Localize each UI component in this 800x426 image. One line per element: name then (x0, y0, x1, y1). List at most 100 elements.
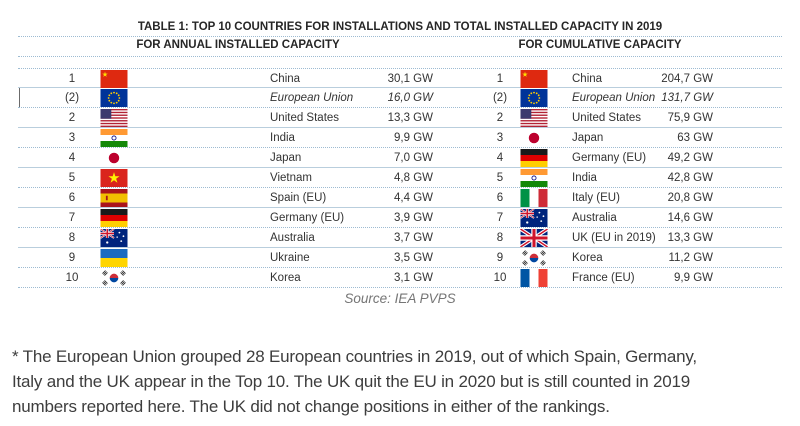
value-cell: 30,1 GW (387, 73, 433, 85)
rank-cell: (2) (492, 92, 508, 104)
value-cell: 4,8 GW (394, 172, 433, 184)
value-cell: 9,9 GW (674, 272, 713, 284)
country-cell: Korea (270, 272, 301, 284)
country-cell: UK (EU in 2019) (572, 232, 656, 244)
table-row: 10 Korea 3,1 GW 10 France (EU) 9,9 GW (18, 268, 782, 288)
footnote-line: numbers reported here. The UK did not ch… (12, 397, 610, 416)
korea-flag-icon (100, 269, 128, 287)
source-caption: Source: IEA PVPS (344, 291, 456, 306)
rank-cell: 9 (68, 252, 76, 264)
rank-cell: (2) (64, 92, 80, 104)
value-cell: 3,7 GW (394, 232, 433, 244)
rank-cell: 10 (493, 272, 507, 284)
table-row: 7 Germany (EU) 3,9 GW 7 Australia 14,6 G… (18, 208, 782, 228)
country-cell: Spain (EU) (270, 192, 327, 204)
india-flag-icon (520, 169, 548, 187)
france-flag-icon (520, 269, 548, 287)
value-cell: 7,0 GW (394, 152, 433, 164)
rank-cell: 3 (68, 132, 76, 144)
country-cell: China (572, 73, 603, 85)
dotted-divider (18, 36, 782, 37)
india-flag-icon (100, 129, 128, 147)
european-union-flag-icon (520, 89, 548, 107)
rank-cell: 5 (496, 172, 504, 184)
country-cell: China (270, 73, 301, 85)
china-flag-icon (520, 70, 548, 88)
value-cell: 42,8 GW (667, 172, 713, 184)
rank-cell: 2 (68, 112, 76, 124)
table-row-european-union: (2) European Union 16,0 GW (2) European … (18, 88, 782, 108)
country-cell: Korea (572, 252, 603, 264)
ukraine-flag-icon (100, 249, 128, 267)
japan-flag-icon (520, 129, 548, 147)
european-union-flag-icon (100, 89, 128, 107)
japan-flag-icon (100, 149, 128, 167)
country-cell: Japan (270, 152, 302, 164)
germany-flag-icon (100, 209, 128, 227)
country-cell: Australia (572, 212, 617, 224)
value-cell: 131,7 GW (661, 92, 713, 104)
australia-flag-icon (100, 229, 128, 247)
table-row: 5 Vietnam 4,8 GW 5 India 42,8 GW (18, 168, 782, 188)
country-cell: United States (572, 112, 642, 124)
rank-cell: 7 (496, 212, 504, 224)
country-cell: European Union (270, 92, 354, 104)
country-cell: Australia (270, 232, 315, 244)
value-cell: 3,9 GW (394, 212, 433, 224)
value-cell: 3,5 GW (394, 252, 433, 264)
value-cell: 49,2 GW (667, 152, 713, 164)
rank-cell: 9 (496, 252, 504, 264)
rank-cell: 10 (65, 272, 79, 284)
table-row: 6 Spain (EU) 4,4 GW 6 Italy (EU) 20,8 GW (18, 188, 782, 208)
rank-cell: 1 (68, 73, 76, 85)
country-cell: India (270, 132, 295, 144)
country-cell: Japan (572, 132, 604, 144)
country-cell: Italy (EU) (572, 192, 620, 204)
rank-cell: 3 (496, 132, 504, 144)
country-cell: Germany (EU) (270, 212, 345, 224)
country-cell: European Union (572, 92, 656, 104)
rankings-table: 1 China 30,1 GW 1 China 204,7 GW (2) Eur… (18, 68, 782, 288)
rank-cell: 5 (68, 172, 76, 184)
table-row: 9 Ukraine 3,5 GW 9 Korea 11,2 GW (18, 248, 782, 268)
value-cell: 63 GW (677, 132, 713, 144)
rank-cell: 2 (496, 112, 504, 124)
rank-cell: 1 (496, 73, 504, 85)
dotted-divider (18, 56, 782, 57)
value-cell: 14,6 GW (667, 212, 713, 224)
footnote-line: * The European Union grouped 28 European… (12, 347, 697, 366)
table-row: 1 China 30,1 GW 1 China 204,7 GW (18, 68, 782, 88)
italy-flag-icon (520, 189, 548, 207)
china-flag-icon (100, 70, 128, 88)
united-states-flag-icon (100, 109, 128, 127)
country-cell: Germany (EU) (572, 152, 647, 164)
table-title: TABLE 1: TOP 10 COUNTRIES FOR INSTALLATI… (137, 21, 663, 33)
table-row: 4 Japan 7,0 GW 4 Germany (EU) 49,2 GW (18, 148, 782, 168)
rank-cell: 7 (68, 212, 76, 224)
value-cell: 11,2 GW (668, 252, 713, 264)
country-cell: United States (270, 112, 340, 124)
korea-flag-icon (520, 249, 548, 267)
value-cell: 4,4 GW (394, 192, 433, 204)
australia-flag-icon (520, 209, 548, 227)
value-cell: 9,9 GW (394, 132, 433, 144)
value-cell: 16,0 GW (387, 92, 433, 104)
united-states-flag-icon (520, 109, 548, 127)
footnote: * The European Union grouped 28 European… (12, 344, 798, 419)
value-cell: 20,8 GW (667, 192, 713, 204)
value-cell: 13,3 GW (667, 232, 713, 244)
uk-flag-icon (520, 229, 548, 247)
country-cell: India (572, 172, 597, 184)
value-cell: 3,1 GW (394, 272, 433, 284)
country-cell: Ukraine (270, 252, 310, 264)
rank-cell: 4 (496, 152, 504, 164)
vietnam-flag-icon (100, 169, 128, 187)
rank-cell: 8 (496, 232, 504, 244)
value-cell: 75,9 GW (667, 112, 713, 124)
value-cell: 204,7 GW (661, 73, 713, 85)
spain-flag-icon (100, 189, 128, 207)
table-row: 8 Australia 3,7 GW 8 UK (EU in 2019) 13,… (18, 228, 782, 248)
annual-capacity-header: FOR ANNUAL INSTALLED CAPACITY (136, 39, 340, 51)
rank-cell: 6 (496, 192, 504, 204)
country-cell: Vietnam (270, 172, 312, 184)
